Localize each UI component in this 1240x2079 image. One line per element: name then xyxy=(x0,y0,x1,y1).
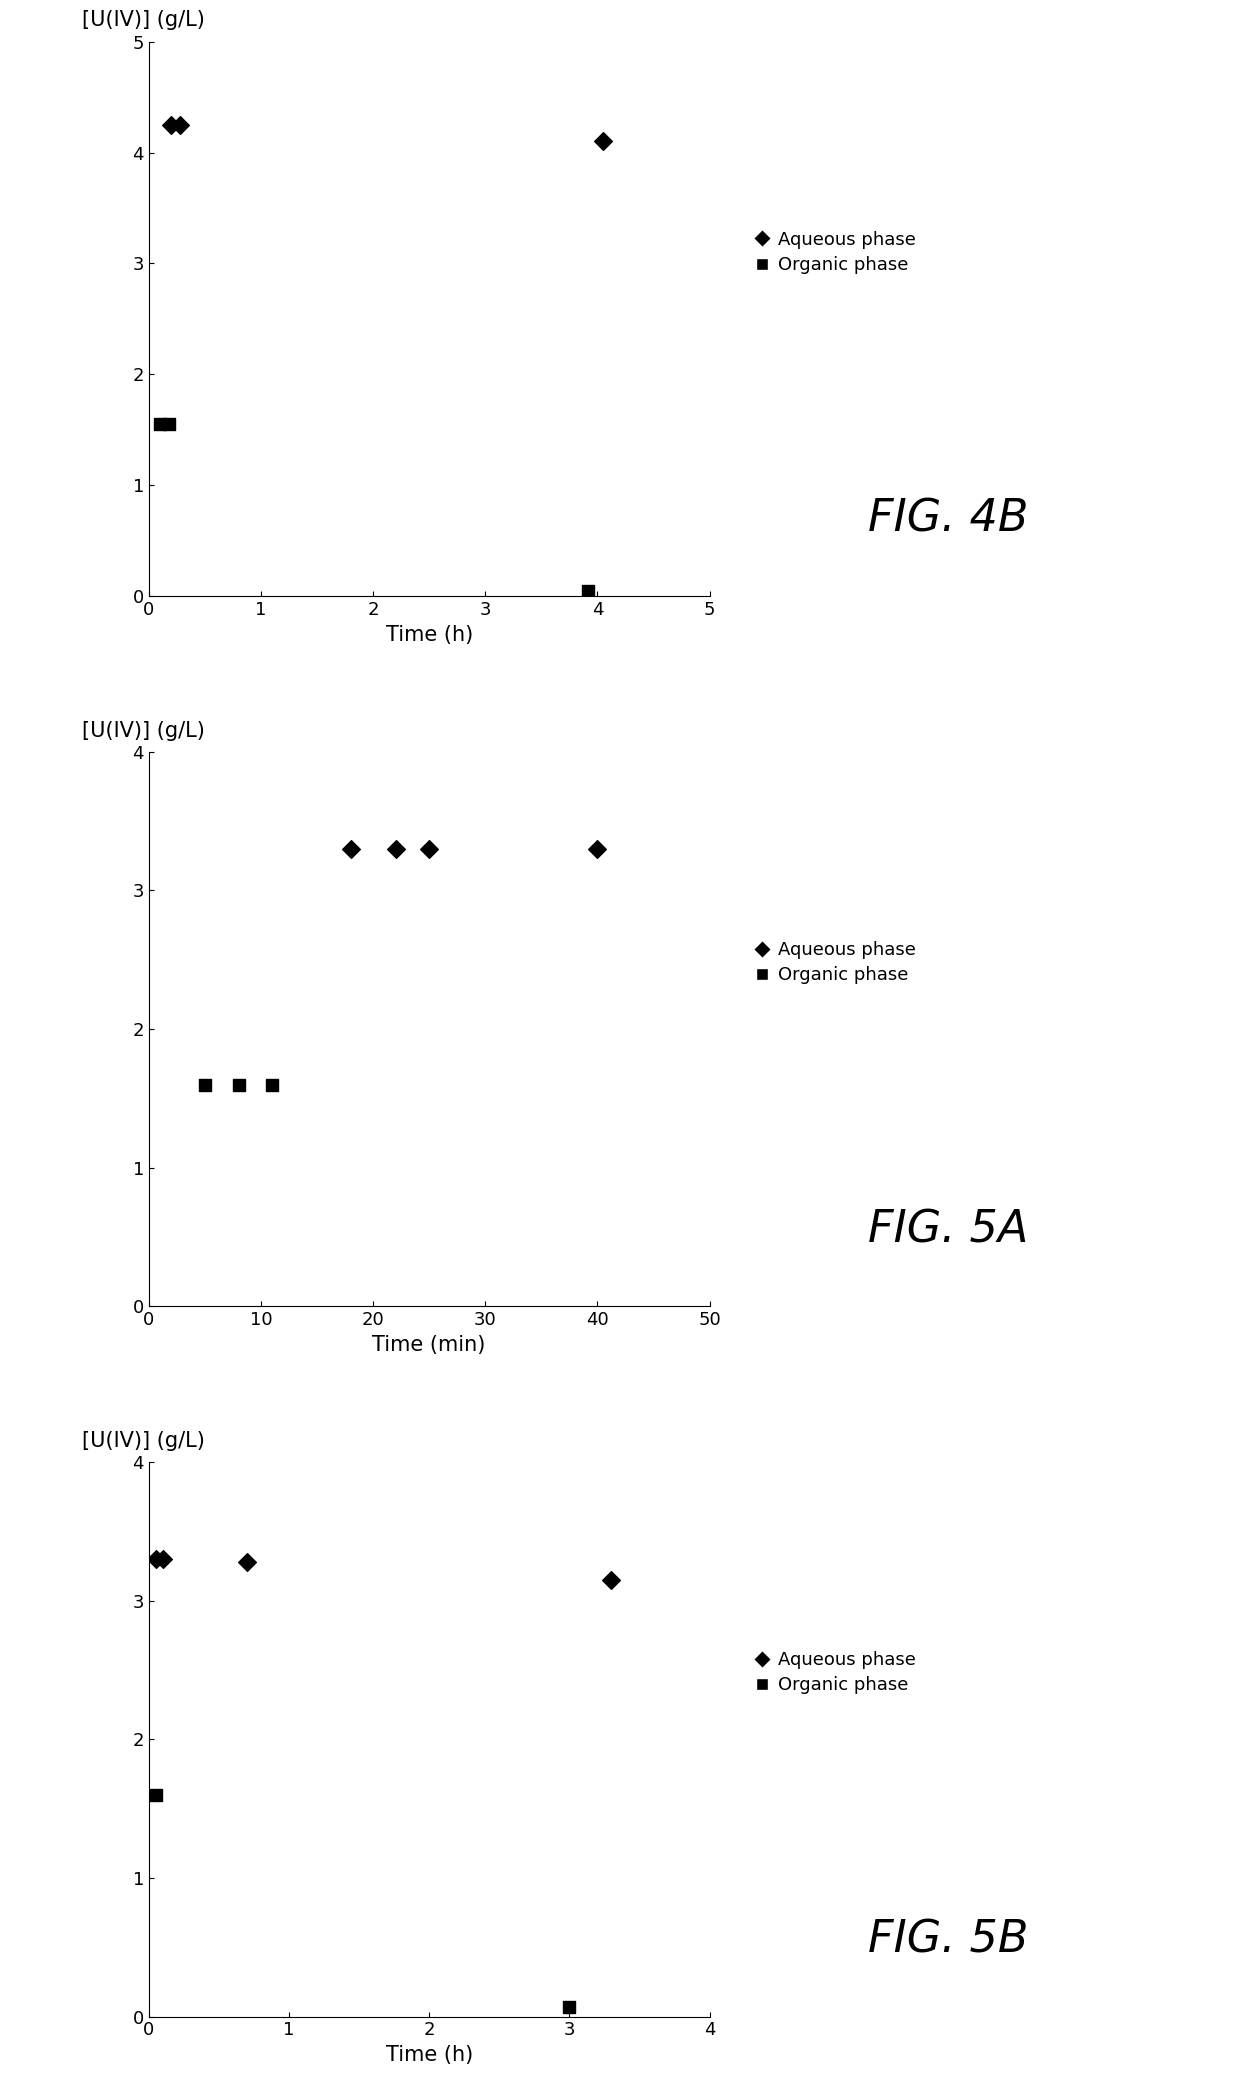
Legend: Aqueous phase, Organic phase: Aqueous phase, Organic phase xyxy=(755,942,916,983)
Point xyxy=(146,1778,166,1811)
Point xyxy=(579,574,599,607)
Point xyxy=(146,1543,166,1576)
Text: FIG. 5A: FIG. 5A xyxy=(868,1208,1029,1252)
X-axis label: Time (h): Time (h) xyxy=(386,626,472,644)
Point xyxy=(161,108,181,141)
Legend: Aqueous phase, Organic phase: Aqueous phase, Organic phase xyxy=(755,1651,916,1694)
Text: FIG. 5B: FIG. 5B xyxy=(868,1919,1029,1960)
Point xyxy=(262,1069,281,1102)
Point xyxy=(150,407,170,441)
Text: [U(IV)] (g/L): [U(IV)] (g/L) xyxy=(82,721,205,740)
Point xyxy=(419,832,439,865)
Text: [U(IV)] (g/L): [U(IV)] (g/L) xyxy=(82,10,205,31)
Point xyxy=(559,1990,579,2023)
Point xyxy=(237,1545,257,1578)
X-axis label: Time (min): Time (min) xyxy=(372,1335,486,1356)
Point xyxy=(601,1563,621,1597)
Text: FIG. 4B: FIG. 4B xyxy=(868,497,1029,541)
Point xyxy=(159,407,179,441)
Point xyxy=(593,125,613,158)
Point xyxy=(153,1543,172,1576)
Point xyxy=(228,1069,248,1102)
X-axis label: Time (h): Time (h) xyxy=(386,2046,472,2064)
Point xyxy=(170,108,190,141)
Legend: Aqueous phase, Organic phase: Aqueous phase, Organic phase xyxy=(755,231,916,274)
Point xyxy=(341,832,361,865)
Text: [U(IV)] (g/L): [U(IV)] (g/L) xyxy=(82,1430,205,1451)
Point xyxy=(195,1069,215,1102)
Point xyxy=(588,832,608,865)
Point xyxy=(386,832,405,865)
